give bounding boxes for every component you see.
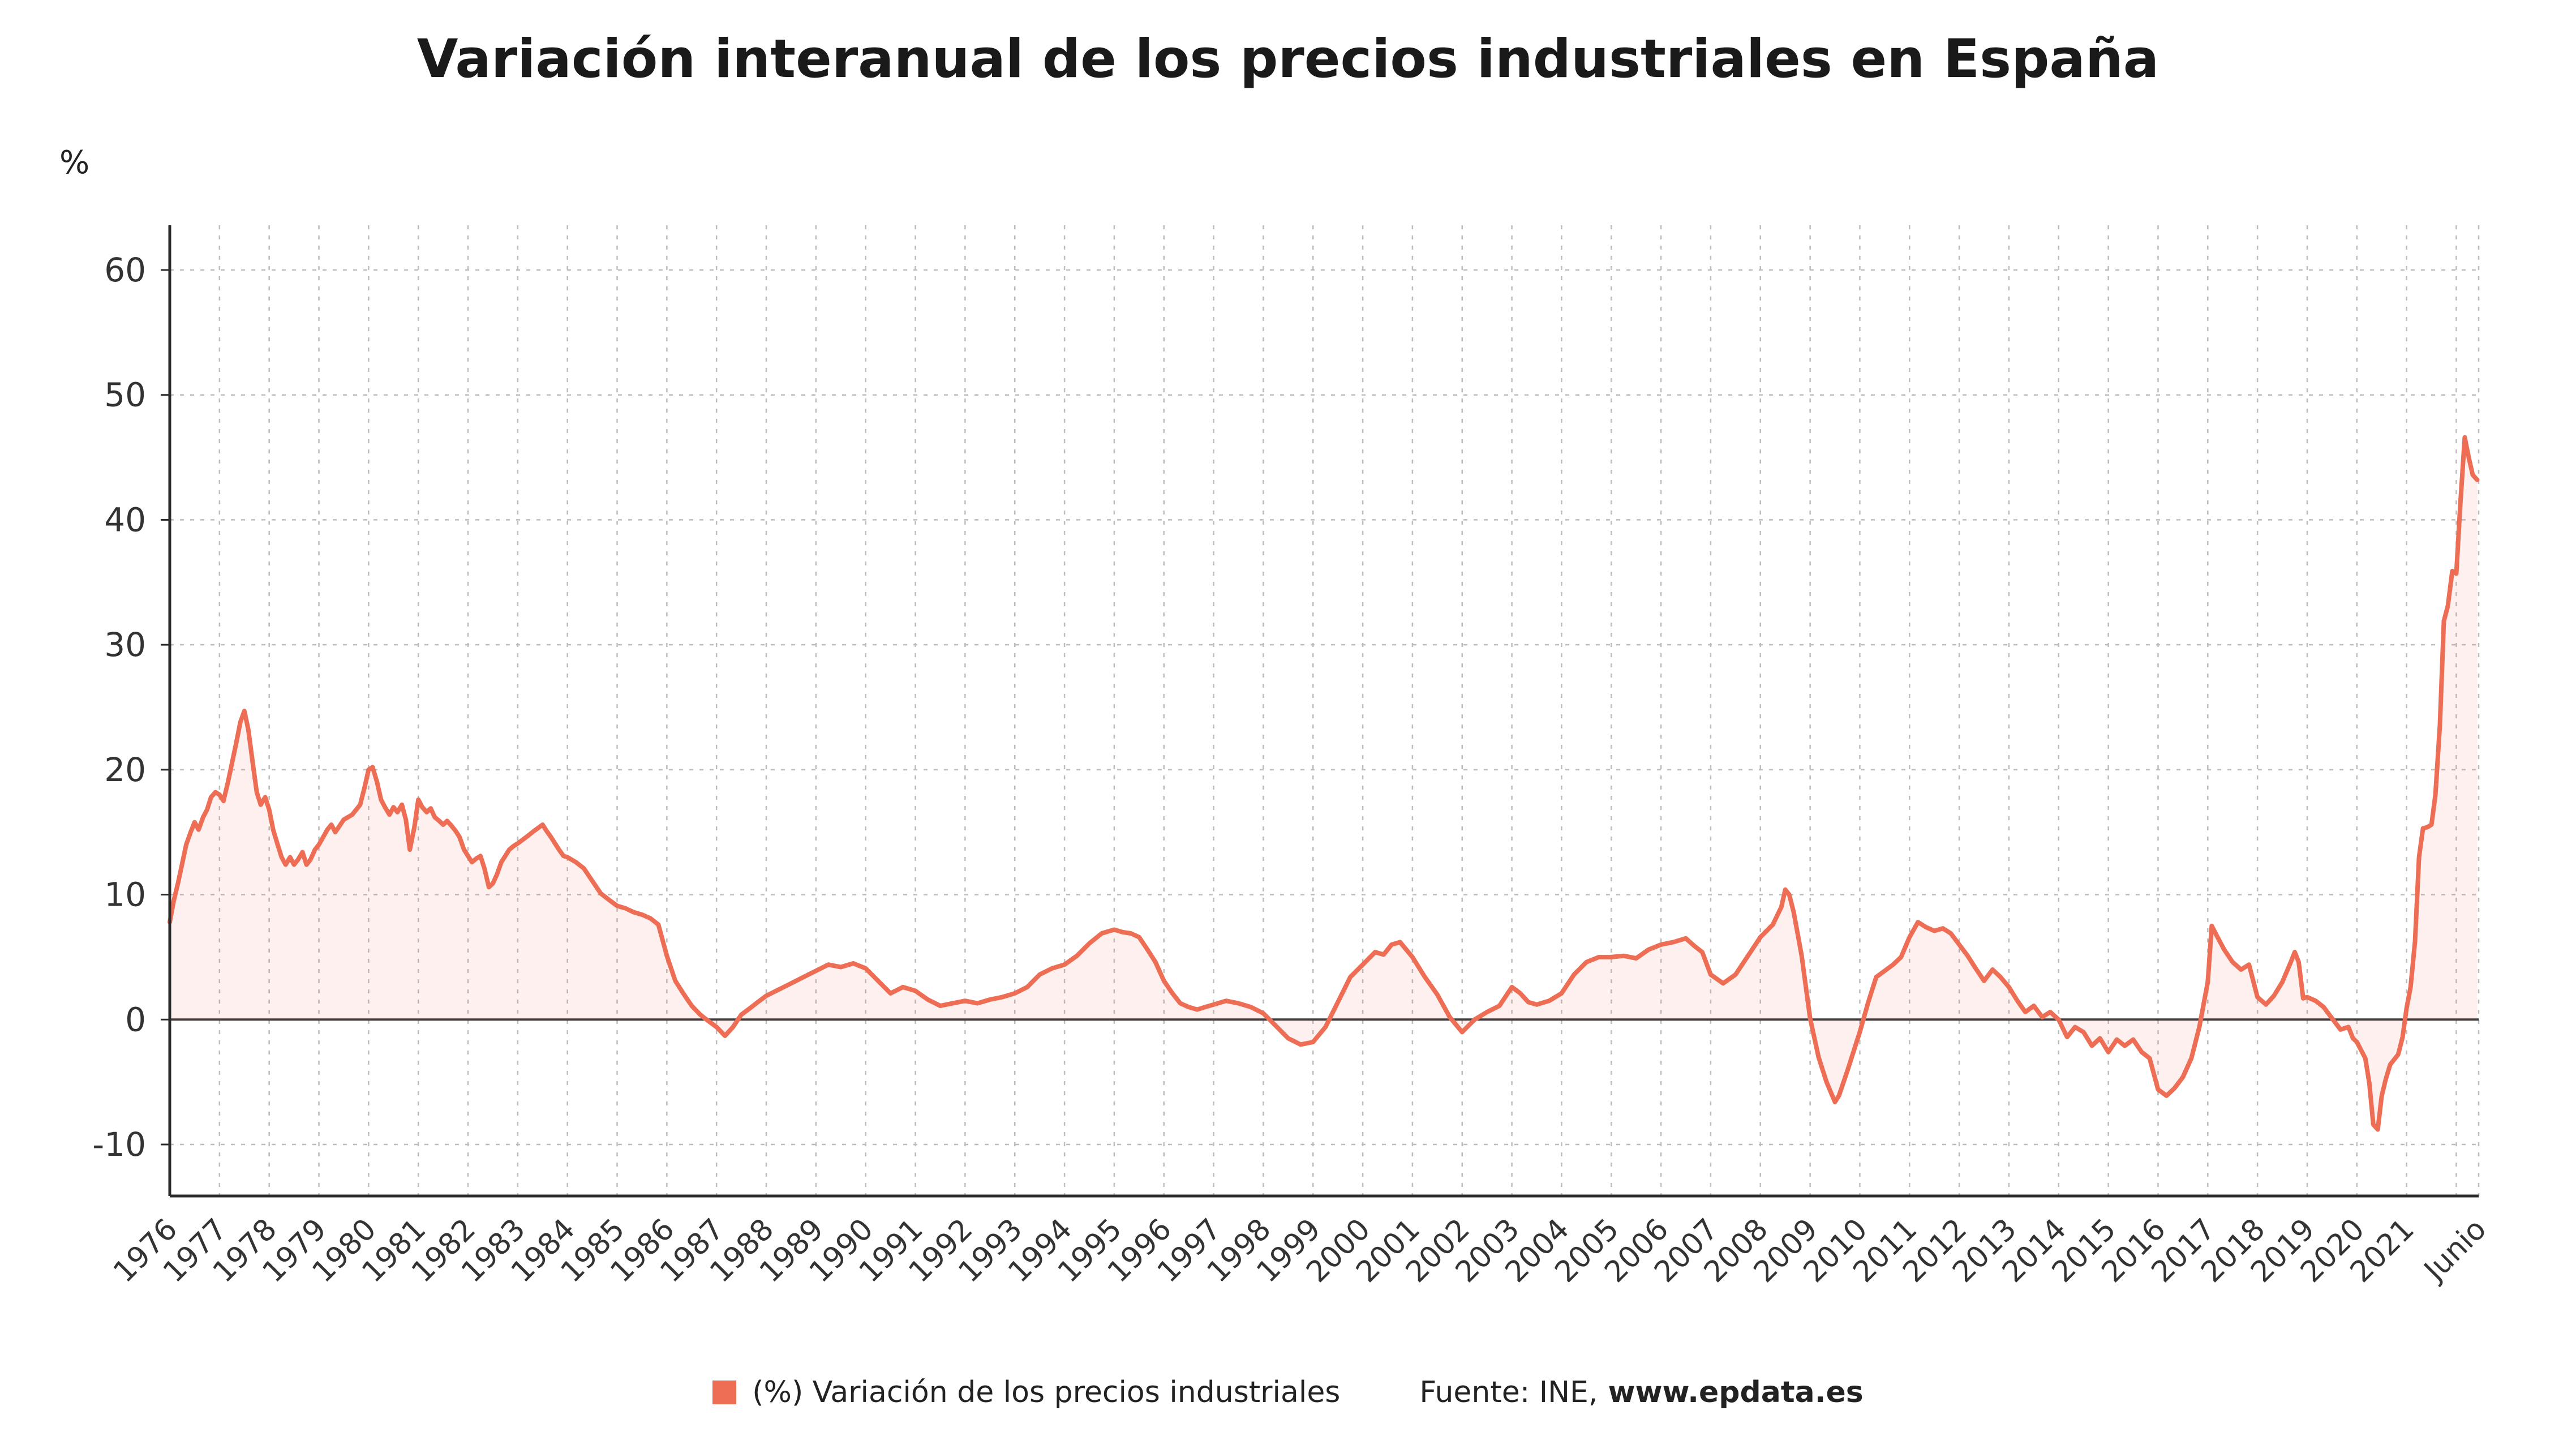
series-area <box>170 437 2478 1130</box>
source-prefix: Fuente: INE, <box>1419 1375 1598 1409</box>
y-tick-label: 50 <box>104 376 146 414</box>
y-tick-label: 0 <box>125 1000 146 1039</box>
y-tick-label: 10 <box>104 876 146 914</box>
y-tick-label: -10 <box>92 1125 146 1164</box>
series-color-swatch <box>712 1381 737 1404</box>
y-tick-label: 60 <box>104 251 146 289</box>
chart-title: Variación interanual de los precios indu… <box>417 28 2159 90</box>
source-site: www.epdata.es <box>1608 1375 1864 1409</box>
x-tick-label: Junio <box>2416 1212 2493 1289</box>
series <box>168 435 2480 1132</box>
horizontal-gridlines <box>170 269 2479 1146</box>
legend-series-label: (%) Variación de los precios industriale… <box>752 1375 1341 1409</box>
legend: (%) Variación de los precios industriale… <box>0 1375 2576 1409</box>
y-tick-label: 40 <box>104 500 146 539</box>
series-line <box>168 435 2480 1132</box>
legend-item: (%) Variación de los precios industriale… <box>712 1375 1340 1409</box>
y-axis-unit-label: % <box>59 144 90 181</box>
y-tick-label: 20 <box>104 751 146 789</box>
y-tick-label: 30 <box>104 625 146 664</box>
axes <box>161 225 2479 1198</box>
vertical-gridlines <box>169 225 2480 1196</box>
source-text: Fuente: INE, www.epdata.es <box>1419 1375 1863 1409</box>
